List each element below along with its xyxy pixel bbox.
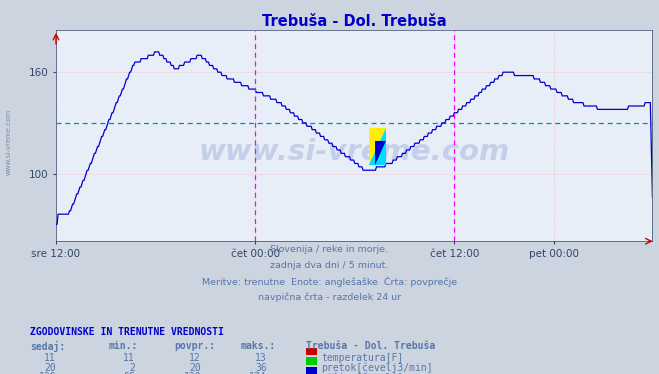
Text: Trebuša - Dol. Trebuša: Trebuša - Dol. Trebuša [306,341,436,352]
Text: pretok[čevelj3/min]: pretok[čevelj3/min] [322,363,433,373]
Text: 13: 13 [255,353,267,364]
Text: ZGODOVINSKE IN TRENUTNE VREDNOSTI: ZGODOVINSKE IN TRENUTNE VREDNOSTI [30,327,223,337]
Text: 12: 12 [189,353,201,364]
Text: 174: 174 [249,372,267,374]
Text: zadnja dva dni / 5 minut.: zadnja dva dni / 5 minut. [270,261,389,270]
Text: 36: 36 [255,363,267,373]
Text: www.si-vreme.com: www.si-vreme.com [5,109,11,175]
Text: 130: 130 [38,372,56,374]
Title: Trebuša - Dol. Trebuša: Trebuša - Dol. Trebuša [262,14,447,29]
Polygon shape [369,128,386,165]
Text: sedaj:: sedaj: [30,341,65,352]
Text: 130: 130 [183,372,201,374]
Text: 20: 20 [44,363,56,373]
Text: povpr.:: povpr.: [175,341,215,352]
Text: 20: 20 [189,363,201,373]
Text: 11: 11 [123,353,135,364]
Text: Meritve: trenutne  Enote: anglešaške  Črta: povprečje: Meritve: trenutne Enote: anglešaške Črta… [202,276,457,287]
Text: 11: 11 [44,353,56,364]
Polygon shape [375,141,386,165]
Text: temperatura[F]: temperatura[F] [322,353,404,364]
Text: 2: 2 [129,363,135,373]
Text: višina[čevelj]: višina[čevelj] [322,372,404,374]
Text: navpična črta - razdelek 24 ur: navpična črta - razdelek 24 ur [258,292,401,301]
Text: www.si-vreme.com: www.si-vreme.com [198,138,510,166]
Text: 66: 66 [123,372,135,374]
Polygon shape [369,128,386,165]
Text: Slovenija / reke in morje.: Slovenija / reke in morje. [270,245,389,254]
Text: min.:: min.: [109,341,138,352]
Text: maks.:: maks.: [241,341,275,352]
